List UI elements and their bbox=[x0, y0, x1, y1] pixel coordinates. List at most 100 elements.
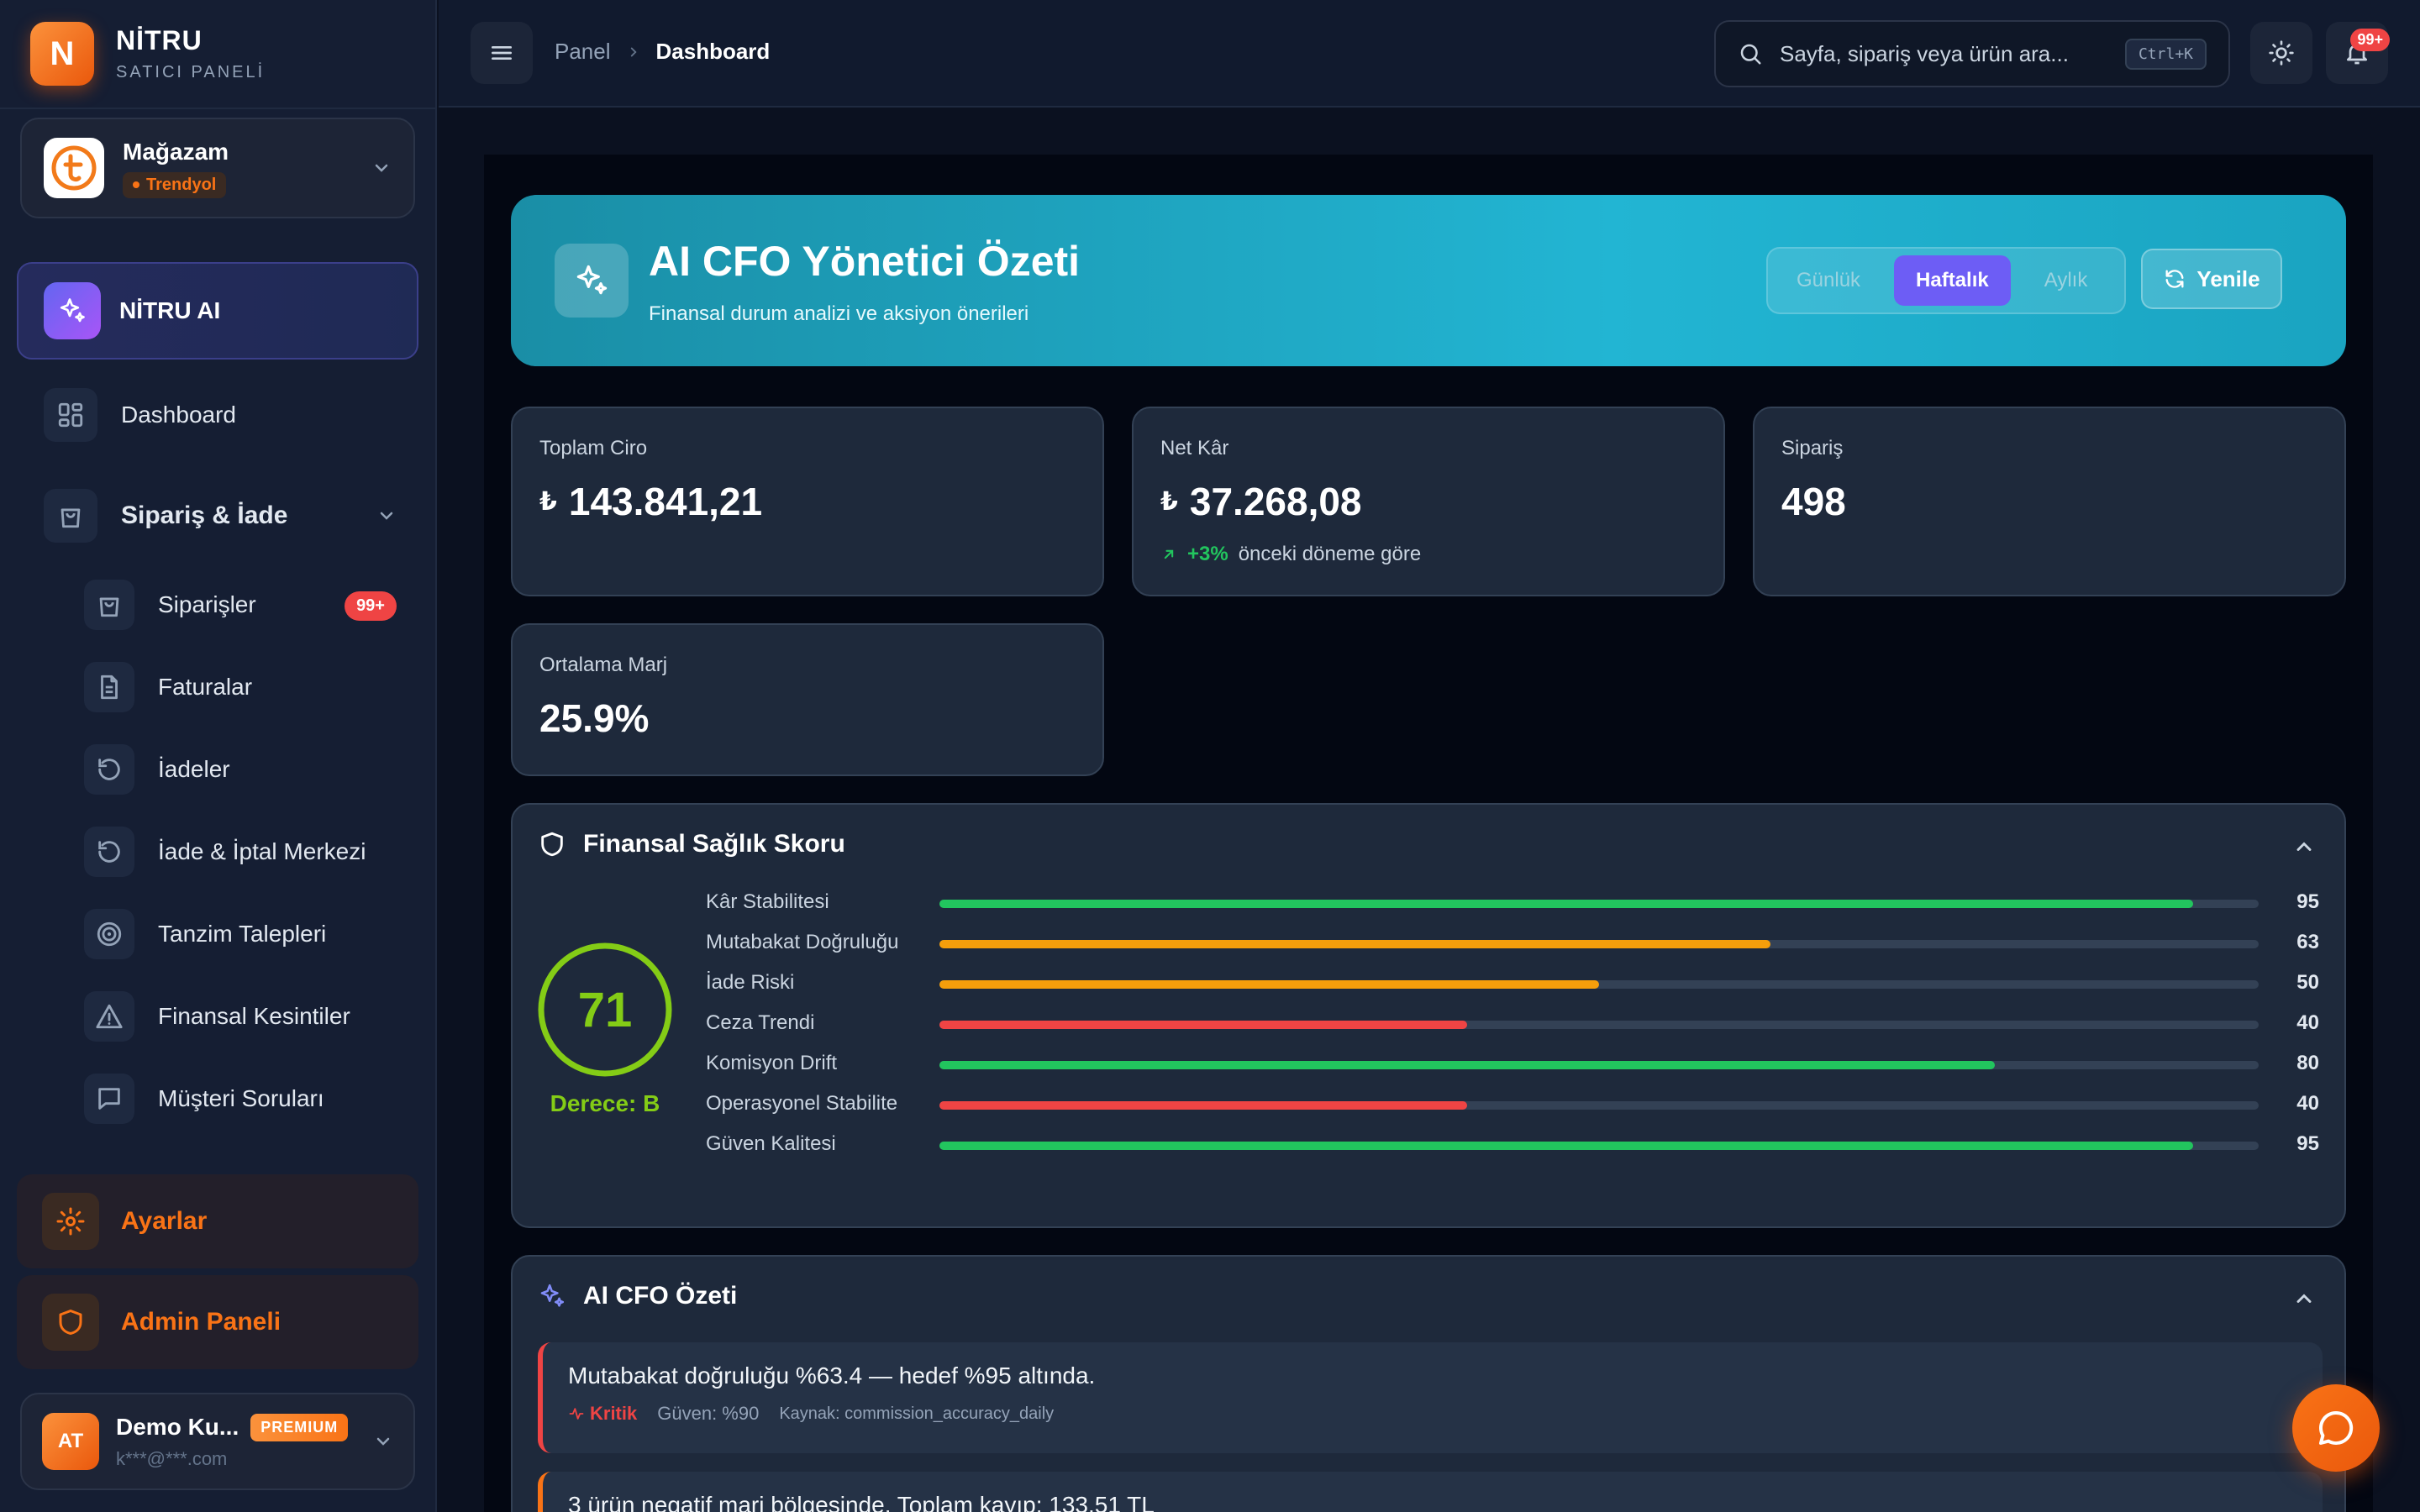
store-name: Mağazam bbox=[123, 138, 229, 165]
metric-value: 95 bbox=[2296, 1132, 2319, 1155]
message-icon bbox=[84, 1074, 134, 1124]
brand[interactable]: N NİTRU SATICI PANELİ bbox=[30, 22, 265, 86]
kpi-label: Ortalama Marj bbox=[539, 654, 668, 676]
health-score-ring bbox=[538, 942, 672, 1077]
hamburger-icon bbox=[488, 39, 515, 66]
kpi-card-total-revenue: Toplam Ciro ₺ 143.841,21 bbox=[511, 407, 1104, 596]
period-option-weekly[interactable]: Haftalık bbox=[1894, 255, 2011, 306]
notification-count-badge: 99+ bbox=[2350, 29, 2390, 51]
confidence-text: Güven: %90 bbox=[657, 1403, 760, 1424]
document-icon bbox=[84, 662, 134, 712]
theme-toggle-button[interactable] bbox=[2250, 22, 2312, 84]
sidebar-item-returns[interactable]: İadeler bbox=[84, 743, 403, 796]
metric-name: Ceza Trendi bbox=[706, 1011, 815, 1034]
breadcrumb-item-panel[interactable]: Panel bbox=[555, 39, 611, 64]
metric-name: Mutabakat Doğruluğu bbox=[706, 931, 899, 953]
health-metric-row: Ceza Trendi 40 bbox=[706, 1010, 2319, 1037]
metric-progress-bar bbox=[939, 1061, 2259, 1069]
avatar: AT bbox=[42, 1413, 99, 1470]
brand-subtitle: SATICI PANELİ bbox=[116, 63, 266, 81]
kpi-card-net-profit: Net Kâr ₺ 37.268,08 +3% önceki döneme gör… bbox=[1132, 407, 1725, 596]
top-header: Panel Dashboard Ctrl+K 99+ bbox=[439, 0, 2420, 108]
kpi-card-average-margin: Ortalama Marj 25.9% bbox=[511, 623, 1104, 776]
period-option-daily[interactable]: Günlük bbox=[1797, 269, 1861, 291]
warning-icon bbox=[84, 991, 134, 1042]
metric-progress-bar bbox=[939, 900, 2259, 908]
metric-value: 63 bbox=[2296, 931, 2319, 953]
health-metric-row: Operasyonel Stabilite 40 bbox=[706, 1090, 2319, 1117]
sidebar-item-customer-questions[interactable]: Müşteri Soruları bbox=[84, 1072, 403, 1126]
chevron-up-icon[interactable] bbox=[2292, 1287, 2316, 1310]
store-selector[interactable]: Mağazam Trendyol bbox=[20, 118, 415, 218]
metric-progress-fill bbox=[939, 1061, 1995, 1069]
metric-name: Komisyon Drift bbox=[706, 1052, 838, 1074]
breadcrumb: Panel Dashboard bbox=[555, 39, 770, 65]
sidebar-item-adjustment-requests[interactable]: Tanzim Talepleri bbox=[84, 907, 403, 961]
insight-card[interactable]: 3 ürün negatif marj bölgesinde. Toplam k… bbox=[538, 1472, 2323, 1512]
sparkles-icon bbox=[555, 244, 629, 318]
sidebar-item-dashboard[interactable]: Dashboard bbox=[44, 388, 236, 442]
sidebar-item-orders[interactable]: Siparişler 99+ bbox=[84, 578, 403, 632]
sidebar-section-orders-returns[interactable]: Sipariş & İade bbox=[44, 489, 397, 543]
source-text: Kaynak: commission_accuracy_daily bbox=[779, 1404, 1055, 1423]
sidebar-item-invoices[interactable]: Faturalar bbox=[84, 660, 403, 714]
trendyol-logo-icon bbox=[44, 138, 104, 198]
keyboard-shortcut-hint: Ctrl+K bbox=[2124, 38, 2207, 70]
chevron-right-icon bbox=[626, 45, 641, 60]
chevron-up-icon[interactable] bbox=[2292, 835, 2316, 858]
return-icon bbox=[84, 827, 134, 877]
sidebar-item-financial-deductions[interactable]: Finansal Kesintiler bbox=[84, 990, 403, 1043]
insight-card[interactable]: Mutabakat doğruluğu %63.4 — hedef %95 al… bbox=[538, 1342, 2323, 1453]
panel-header[interactable]: AI CFO Özeti bbox=[538, 1282, 737, 1310]
metric-progress-fill bbox=[939, 1142, 2193, 1150]
chevron-down-icon bbox=[376, 506, 397, 526]
metric-name: Güven Kalitesi bbox=[706, 1132, 836, 1155]
sidebar-item-admin-panel[interactable]: Admin Paneli bbox=[17, 1275, 418, 1369]
notifications-button[interactable]: 99+ bbox=[2326, 22, 2390, 84]
metric-value: 40 bbox=[2296, 1011, 2319, 1034]
currency-symbol: ₺ bbox=[1160, 487, 1178, 516]
insight-text: 3 ürün negatif marj bölgesinde. Toplam k… bbox=[568, 1492, 1155, 1512]
kpi-value: 498 bbox=[1781, 480, 1846, 523]
chat-support-button[interactable] bbox=[2292, 1384, 2380, 1472]
sun-icon bbox=[2268, 39, 2295, 66]
metric-progress-fill bbox=[939, 1101, 1467, 1110]
sidebar-item-nitru-ai[interactable]: NİTRU AI bbox=[17, 262, 418, 360]
metric-name: Operasyonel Stabilite bbox=[706, 1092, 898, 1115]
panel-header[interactable]: Finansal Sağlık Skoru bbox=[538, 830, 845, 858]
kpi-label: Sipariş bbox=[1781, 437, 1844, 459]
metric-progress-bar bbox=[939, 1142, 2259, 1150]
kpi-value: 25.9% bbox=[539, 696, 650, 740]
user-email: k***@***.com bbox=[116, 1447, 228, 1469]
metric-progress-bar bbox=[939, 1021, 2259, 1029]
grid-icon bbox=[44, 388, 97, 442]
sidebar-item-settings[interactable]: Ayarlar bbox=[17, 1174, 418, 1268]
user-name: Demo Ku... bbox=[116, 1414, 239, 1440]
return-icon bbox=[84, 744, 134, 795]
sidebar-item-return-cancel-center[interactable]: İade & İptal Merkezi bbox=[84, 825, 403, 879]
menu-toggle-button[interactable] bbox=[471, 22, 533, 84]
user-menu[interactable]: AT Demo Ku... PREMIUM k***@***.com bbox=[20, 1393, 415, 1490]
metric-progress-fill bbox=[939, 1021, 1467, 1029]
search-box[interactable]: Ctrl+K bbox=[1714, 20, 2230, 87]
sparkles-icon bbox=[538, 1282, 566, 1310]
panel-title: AI CFO Özeti bbox=[583, 1282, 738, 1310]
metric-value: 50 bbox=[2296, 971, 2319, 994]
severity-text: Kritik bbox=[590, 1403, 638, 1424]
sidebar-item-label: NİTRU AI bbox=[119, 297, 221, 323]
ai-cfo-summary-panel: AI CFO Özeti Mutabakat doğruluğu %63.4 —… bbox=[511, 1255, 2346, 1512]
period-selector: Günlük Haftalık Aylık bbox=[1766, 247, 2126, 314]
currency-symbol: ₺ bbox=[539, 487, 557, 516]
refresh-button[interactable]: Yenile bbox=[2141, 249, 2282, 309]
sidebar-item-label: Siparişler bbox=[158, 591, 256, 617]
activity-icon bbox=[568, 1405, 585, 1422]
metric-name: İade Riski bbox=[706, 971, 795, 994]
kpi-label: Toplam Ciro bbox=[539, 437, 648, 459]
metric-progress-fill bbox=[939, 980, 1599, 989]
shopping-bag-icon bbox=[84, 580, 134, 630]
metric-progress-bar bbox=[939, 1101, 2259, 1110]
metric-value: 40 bbox=[2296, 1092, 2319, 1115]
period-option-monthly[interactable]: Aylık bbox=[2044, 269, 2088, 291]
search-input[interactable] bbox=[1780, 40, 2082, 67]
sidebar-item-label: Finansal Kesintiler bbox=[158, 1003, 350, 1029]
